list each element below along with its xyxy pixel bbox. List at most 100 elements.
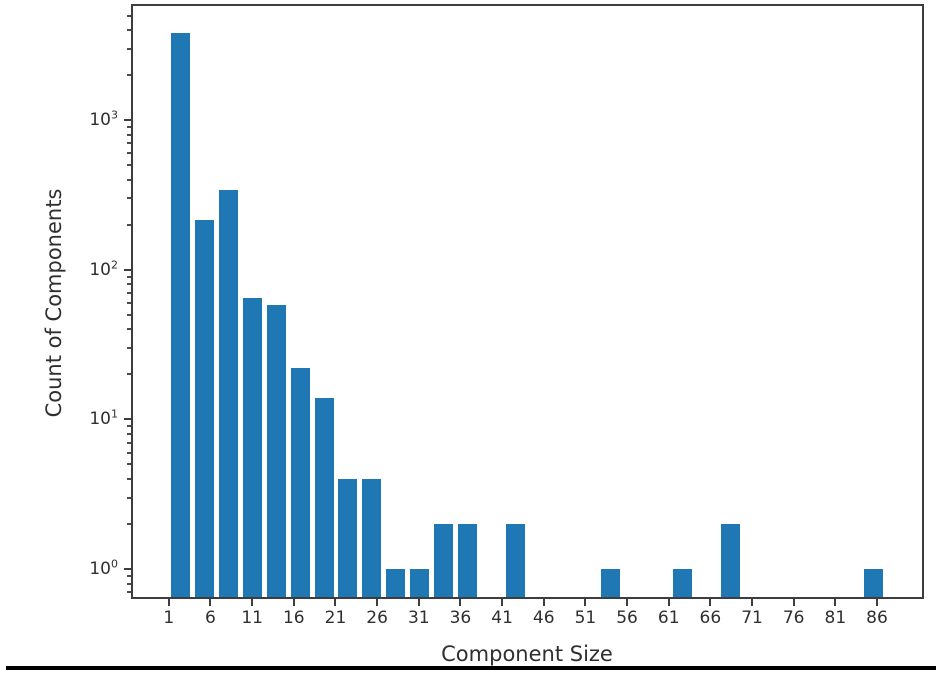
histogram-bar [505,523,525,597]
y-tick-exponent: 3 [111,108,118,122]
histogram-bar [171,33,191,597]
y-minor-tick [127,126,131,129]
x-tick [459,599,462,606]
y-minor-tick [127,582,131,585]
y-minor-tick [127,197,131,200]
histogram-bar [218,190,239,597]
y-minor-tick [127,74,131,77]
histogram-bar [386,569,406,597]
x-tick-label: 86 [866,608,888,628]
y-tick-label: 102 [89,258,118,280]
y-minor-tick [127,301,131,304]
x-tick-label: 6 [205,608,216,628]
plot-area [133,6,922,597]
y-tick-label: 100 [89,557,118,579]
y-minor-tick [127,591,131,594]
histogram-bar [410,569,430,597]
y-minor-tick [127,291,131,294]
y-minor-tick [127,283,131,286]
x-tick-label: 41 [491,608,513,628]
histogram-bar [601,569,621,597]
x-tick [626,599,629,606]
histogram-bar [195,220,215,597]
x-tick [501,599,504,606]
x-tick [417,599,420,606]
x-tick-label: 56 [616,608,638,628]
y-minor-tick [127,133,131,136]
x-tick-label: 76 [782,608,805,628]
y-minor-tick [127,425,131,428]
histogram-bar [457,523,477,597]
y-minor-tick [127,29,131,32]
histogram-bar [290,368,310,597]
y-tick-exponent: 0 [111,557,118,571]
x-tick-label: 46 [532,608,555,628]
x-tick [251,599,254,606]
y-tick-exponent: 2 [111,258,118,272]
x-tick-label: 66 [699,608,722,628]
y-major-tick [124,418,131,421]
x-tick [667,599,670,606]
x-tick-label: 31 [407,608,430,628]
y-minor-tick [127,142,131,145]
y-tick-label: 103 [89,108,118,131]
x-tick [542,599,545,606]
x-tick-label: 1 [163,608,175,628]
y-minor-tick [127,373,131,376]
x-tick-label: 81 [824,608,847,628]
x-tick [209,599,212,606]
histogram-bar [314,397,334,597]
histogram-bar [338,478,358,597]
x-tick [751,599,754,606]
x-tick-label: 71 [741,608,763,628]
x-tick-label: 51 [574,608,597,628]
y-major-tick [124,268,131,271]
y-minor-tick [127,275,131,278]
histogram-bar [720,523,740,597]
histogram-bar [362,478,382,597]
y-minor-tick [127,47,131,50]
y-minor-tick [127,441,131,444]
y-minor-tick [127,432,131,435]
x-tick [834,599,837,606]
x-tick-label: 36 [449,608,472,628]
x-tick [292,599,295,606]
x-tick-label: 16 [282,608,305,628]
y-minor-tick [127,477,131,480]
y-minor-tick [127,14,131,17]
histogram-bar [242,297,262,597]
y-minor-tick [127,522,131,525]
x-tick-label: 26 [366,608,388,628]
y-minor-tick [127,328,131,331]
histogram-bar [433,523,454,597]
y-tick-exponent: 1 [111,407,118,421]
x-tick [792,599,795,606]
y-minor-tick [127,463,131,466]
y-major-tick [124,568,131,570]
y-tick-label: 101 [89,407,118,430]
x-tick-label: 61 [657,608,680,628]
y-axis-label: Count of Components [42,188,66,418]
x-tick [167,599,170,606]
x-tick-label: 11 [241,608,263,628]
histogram-bar [266,305,286,597]
x-tick [334,599,337,606]
histogram-bar [672,569,692,597]
histogram-bar [863,569,883,597]
y-minor-tick [127,223,131,226]
y-minor-tick [127,496,131,499]
y-minor-tick [127,152,131,155]
y-minor-tick [127,574,131,577]
y-minor-tick [127,347,131,350]
x-tick [584,599,587,606]
x-tick [709,599,712,606]
y-major-tick [124,119,131,122]
x-tick [376,599,379,606]
y-minor-tick [127,313,131,316]
x-tick [876,599,878,606]
x-tick-label: 21 [324,608,347,628]
x-axis-label: Component Size [441,642,613,666]
screenshot-bottom-border-line [6,666,936,670]
y-minor-tick [127,451,131,454]
